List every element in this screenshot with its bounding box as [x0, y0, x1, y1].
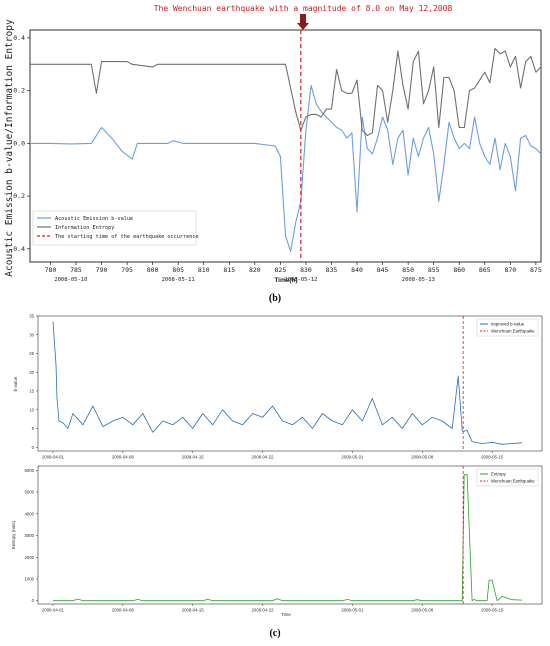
c1-tick-layer: 0 5 10 15 20 25 30 35 2008-04-01 2008-04-08 2008-0…: [29, 314, 503, 460]
b-date-label: 2008-05-10: [54, 277, 87, 283]
c2-y-tick-label: 1000: [24, 577, 34, 582]
c2-x-tick-label: 2008-04-01: [42, 608, 65, 613]
b-x-tick-label: 875: [530, 266, 542, 274]
b-y-tick-label: -0.4: [9, 245, 25, 253]
c1-x-tick-label: 2008-05-15: [481, 455, 504, 460]
b-y-tick-label: 0.4: [13, 34, 25, 42]
c2-x-tick-label: 2008-04-08: [112, 608, 135, 613]
b-legend-entry-3: The starting time of the earthquake occu…: [55, 234, 199, 240]
b-legend-entry-1: Acoustic Emission b-value: [55, 216, 133, 222]
c2-y-tick-label: 6000: [24, 468, 34, 473]
c1-x-tick-label: 2008-04-01: [42, 455, 65, 460]
b-date-label: 2008-05-13: [402, 277, 435, 283]
plot-c2-frame: [37, 465, 543, 605]
c1-y-tick-label: 30: [29, 332, 34, 337]
b-x-tick-label: 845: [377, 266, 389, 274]
b-x-tick-label: 780: [45, 266, 57, 274]
b-x-tick-label: 865: [479, 266, 491, 274]
c2-x-tick-label: 2008-05-08: [411, 608, 434, 613]
panel-b-label: (b): [269, 293, 281, 304]
b-x-tick-label: 815: [223, 266, 235, 274]
c2-y-tick-label: 0: [32, 598, 35, 603]
c2-legend-entry-2: Wenchuan Earthquake: [491, 479, 535, 484]
c1-y-tick-label: 5: [32, 426, 35, 431]
c1-legend-entry-2: Wenchuan Earthquake: [491, 329, 535, 334]
b-date-label: 2008-05-11: [162, 277, 195, 283]
down-arrow-icon: [297, 14, 309, 30]
c2-y-tick-label: 2000: [24, 555, 34, 560]
c2-legend-entry-1: Entropy: [491, 472, 507, 477]
b-x-tick-label: 805: [172, 266, 184, 274]
b-series-layer: [30, 30, 542, 262]
c1-legend: Improved b-value Wenchuan Earthquake: [476, 318, 539, 337]
earthquake-annotation: The Wenchuan earthquake with a magnitude…: [154, 4, 453, 13]
b-x-tick-label: 860: [453, 266, 465, 274]
c1-x-tick-label: 2008-05-01: [341, 455, 364, 460]
c1-y-tick-label: 0: [32, 445, 35, 450]
b-x-tick-label: 785: [70, 266, 82, 274]
c2-series-layer: [53, 466, 523, 604]
c2-tick-layer: 0 1000 2000 3000 4000 5000 6000 2008-04-01 2008-…: [24, 468, 503, 613]
plot-c1-frame: [37, 315, 543, 452]
c2-x-tick-label: 2008-04-15: [182, 608, 205, 613]
b-x-tick-label: 810: [198, 266, 210, 274]
panel-c-bvalue-chart: 0 5 10 15 20 25 30 35 2008-04-01 2008-04-08 2008-0…: [13, 314, 543, 460]
c1-x-tick-label: 2008-04-15: [182, 455, 205, 460]
b-legend: Acoustic Emission b-value Information En…: [32, 210, 199, 246]
c2-series-line: [53, 474, 523, 602]
c2-y-tick-label: 5000: [24, 490, 34, 495]
b-date-label: 2008-05-12: [284, 277, 317, 283]
c1-y-tick-label: 20: [29, 370, 34, 375]
c1-legend-entry-1: Improved b-value: [491, 322, 525, 327]
c2-legend: Entropy Wenchuan Earthquake: [476, 468, 539, 487]
b-x-tick-label: 820: [249, 266, 261, 274]
b-x-tick-label: 855: [428, 266, 440, 274]
b-legend-entry-2: Information Entropy: [55, 225, 114, 231]
b-x-tick-label: 825: [275, 266, 287, 274]
c1-series-line: [52, 321, 523, 445]
c2-y-tick-label: 4000: [24, 511, 34, 516]
c2-x-tick-label: 2008-04-22: [252, 608, 275, 613]
b-x-tick-label: 870: [504, 266, 516, 274]
b-y-tick-label: -0.2: [9, 192, 25, 200]
panel-c-entropy-chart: 0 1000 2000 3000 4000 5000 6000 2008-04-01 2008-…: [11, 465, 543, 639]
b-y-tick-label: 0.2: [13, 87, 25, 95]
b-x-tick-label: 835: [326, 266, 338, 274]
c2-x-tick-label: 2008-05-15: [481, 608, 504, 613]
c2-y-tick-label: 3000: [24, 533, 34, 538]
b-y-axis-label: Acoustic Emission b-value/Information En…: [4, 19, 15, 277]
c1-y-tick-label: 35: [29, 314, 34, 319]
c1-y-tick-label: 25: [29, 351, 34, 356]
b-x-tick-label: 795: [121, 266, 133, 274]
b-x-tick-label: 850: [402, 266, 414, 274]
c1-x-tick-label: 2008-04-08: [112, 455, 135, 460]
b-x-tick-label: 790: [96, 266, 108, 274]
c1-x-tick-label: 2008-05-08: [411, 455, 434, 460]
panel-b-chart: 780 785 790 795 800 805 810 815 820 825 830 835 840 8…: [4, 4, 542, 304]
c1-x-tick-label: 2008-04-22: [252, 455, 275, 460]
c1-series-layer: [52, 316, 523, 451]
b-y-tick-label: 0.0: [13, 139, 25, 147]
series-information-entropy: [30, 47, 542, 137]
b-x-tick-label: 830: [300, 266, 312, 274]
b-x-tick-label: 800: [147, 266, 159, 274]
b-x-tick-label: 840: [351, 266, 363, 274]
c2-x-axis-label: Time: [281, 612, 291, 617]
c2-y-axis-label: Entropy (nats): [11, 520, 16, 549]
b-tick-layer: 780 785 790 795 800 805 810 815 820 825 830 835 840 8…: [9, 34, 541, 283]
panel-c-label: (c): [269, 628, 280, 639]
c1-y-tick-label: 10: [29, 407, 34, 412]
c1-y-tick-label: 15: [29, 389, 34, 394]
b-x-axis-label: Time(h): [274, 277, 297, 284]
c2-x-tick-label: 2008-05-01: [341, 608, 364, 613]
c1-y-axis-label: b-value: [13, 376, 18, 391]
